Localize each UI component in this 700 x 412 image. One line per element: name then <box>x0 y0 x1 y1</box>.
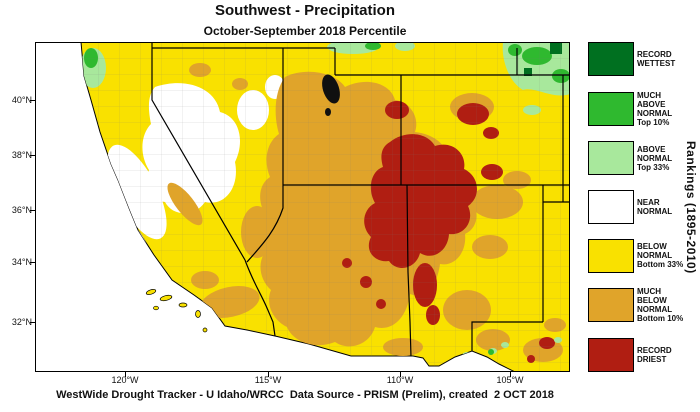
legend-swatch-much-below-normal <box>588 288 634 323</box>
legend-swatch-record-driest <box>588 337 634 372</box>
map-border <box>35 42 570 372</box>
legend-label: MUCH ABOVE NORMAL Top 10% <box>637 90 673 127</box>
legend-label: NEAR NORMAL <box>637 197 673 216</box>
legend-item-record-driest: RECORD DRIEST <box>588 337 685 372</box>
legend-swatch-below-normal <box>588 238 634 273</box>
axis-tick <box>400 372 401 377</box>
axis-tick <box>268 372 269 377</box>
axis-tick <box>30 210 35 211</box>
legend-label: ABOVE NORMAL Top 33% <box>637 144 673 172</box>
legend-item-record-wettest: RECORD WETTEST <box>588 42 685 76</box>
axis-tick <box>30 262 35 263</box>
legend-item-near-normal: NEAR NORMAL <box>588 189 685 224</box>
legend-swatch-record-wettest <box>588 42 634 76</box>
axis-tick <box>30 100 35 101</box>
precipitation-map <box>35 41 571 373</box>
legend-swatch-near-normal <box>588 189 634 224</box>
lon-label-110w: 110°W <box>386 375 414 385</box>
lat-label-32n: 32°N <box>11 317 32 327</box>
legend: RECORD WETTEST MUCH ABOVE NORMAL Top 10%… <box>588 42 685 372</box>
lat-label-38n: 38°N <box>11 150 32 160</box>
axis-tick <box>510 372 511 377</box>
lon-label-115w: 115°W <box>254 375 282 385</box>
legend-label: MUCH BELOW NORMAL Bottom 10% <box>637 287 684 324</box>
lon-label-120w: 120°W <box>111 375 139 385</box>
credit-line: WestWide Drought Tracker - U Idaho/WRCC … <box>56 389 554 401</box>
great-salt-lake <box>322 74 340 116</box>
lat-label-40n: 40°N <box>11 95 32 105</box>
legend-swatch-much-above-normal <box>588 91 634 126</box>
legend-item-above-normal: ABOVE NORMAL Top 33% <box>588 141 685 176</box>
legend-label: RECORD DRIEST <box>637 345 672 364</box>
map-svg <box>35 41 571 373</box>
axis-tick <box>30 322 35 323</box>
axis-tick <box>30 155 35 156</box>
lat-label-34n: 34°N <box>11 257 32 267</box>
channel-islands <box>145 289 208 333</box>
legend-label: BELOW NORMAL Bottom 33% <box>637 242 684 270</box>
legend-swatch-above-normal <box>588 141 634 176</box>
legend-item-much-below-normal: MUCH BELOW NORMAL Bottom 10% <box>588 287 685 323</box>
map-subtitle: October-September 2018 Percentile <box>203 24 407 38</box>
legend-label: RECORD WETTEST <box>637 50 676 68</box>
lat-label-36n: 36°N <box>11 205 32 215</box>
map-title: Southwest - Precipitation <box>214 2 395 19</box>
axis-tick <box>125 372 126 377</box>
legend-axis-title: Rankings (1895-2010) <box>684 140 698 274</box>
legend-item-below-normal: BELOW NORMAL Bottom 33% <box>588 238 685 273</box>
lon-label-105w: 105°W <box>496 375 524 385</box>
legend-item-much-above-normal: MUCH ABOVE NORMAL Top 10% <box>588 91 685 127</box>
state-borders <box>151 42 570 358</box>
